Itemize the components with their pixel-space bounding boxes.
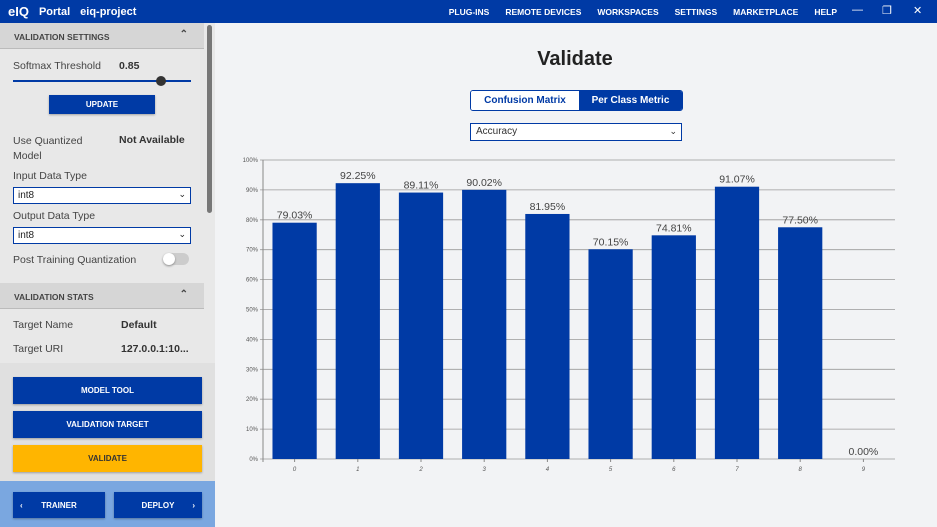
section-title: VALIDATION SETTINGS	[14, 32, 110, 42]
eiq-logo[interactable]: eIQ	[8, 4, 29, 19]
bar	[714, 186, 760, 460]
quantized-value: Not Available	[119, 134, 185, 146]
update-button[interactable]: UPDATE	[49, 95, 155, 114]
bar	[335, 183, 380, 460]
y-tick-label: 90%	[246, 188, 259, 194]
ptq-label: Post Training Quantization	[13, 254, 137, 266]
project-name[interactable]: eiq-project	[80, 5, 137, 18]
x-tick-label: 8	[799, 467, 803, 473]
nav-help[interactable]: HELP	[814, 6, 837, 17]
nav-settings[interactable]: SETTINGS	[674, 6, 718, 17]
bar	[588, 249, 633, 459]
y-tick-label: 50%	[246, 308, 259, 314]
slider-handle[interactable]	[156, 76, 166, 86]
data-label: 81.95%	[530, 201, 566, 213]
metric-select[interactable]: Accuracy ⌄	[470, 123, 682, 141]
validation-stats-header[interactable]: VALIDATION STATS ⌃	[0, 283, 204, 309]
chevron-up-icon[interactable]: ⌃	[179, 289, 188, 300]
softmax-slider[interactable]	[13, 80, 191, 82]
tab-confusion-matrix[interactable]: Confusion Matrix	[471, 91, 579, 110]
portal-link[interactable]: Portal	[38, 5, 71, 18]
data-label: 74.81%	[656, 222, 692, 234]
validation-target-button[interactable]: VALIDATION TARGET	[13, 411, 202, 438]
close-icon[interactable]: ✕	[913, 5, 923, 17]
restore-icon[interactable]: ❐	[882, 5, 892, 17]
target-uri-label: Target URI	[13, 343, 64, 355]
bar	[778, 227, 823, 459]
chevron-right-icon: ›	[192, 500, 195, 510]
button-label: DEPLOY	[141, 500, 175, 510]
chevron-down-icon: ⌄	[669, 126, 677, 136]
y-tick-label: 20%	[246, 397, 259, 403]
chevron-left-icon: ‹	[20, 500, 23, 510]
page-title: Validate	[537, 48, 613, 70]
nav-workspaces[interactable]: WORKSPACES	[597, 6, 659, 17]
data-label: 92.25%	[340, 170, 376, 182]
data-label: 70.15%	[593, 236, 629, 248]
model-tool-button[interactable]: MODEL TOOL	[13, 377, 202, 404]
minimize-icon[interactable]: —	[852, 4, 863, 16]
x-tick-label: 3	[483, 467, 487, 473]
data-label: 89.11%	[404, 180, 439, 192]
quantized-label: Use Quantized Model	[13, 135, 83, 162]
x-tick-label: 7	[735, 467, 739, 473]
ptq-toggle[interactable]	[163, 253, 189, 265]
input-type-select[interactable]: int8 ⌄	[13, 187, 191, 204]
y-tick-label: 30%	[246, 367, 259, 373]
y-tick-label: 10%	[246, 427, 259, 433]
nav-plugins[interactable]: PLUG-INS	[448, 6, 490, 17]
x-tick-label: 5	[609, 467, 613, 473]
chevron-down-icon: ⌄	[178, 189, 186, 199]
x-tick-label: 2	[418, 467, 423, 473]
data-label: 79.03%	[277, 210, 313, 222]
top-bar: eIQ Portal eiq-project PLUG-INS REMOTE D…	[0, 0, 937, 23]
y-tick-label: 80%	[246, 218, 259, 224]
data-label: 91.07%	[719, 174, 755, 186]
view-tabs: Confusion Matrix Per Class Metric	[470, 90, 683, 111]
button-label: TRAINER	[41, 500, 77, 510]
sidebar: VALIDATION SETTINGS ⌃ Softmax Threshold 0…	[0, 23, 215, 527]
target-uri-value: 127.0.0.1:10...	[121, 343, 189, 355]
output-type-label: Output Data Type	[13, 210, 96, 222]
data-label: 90.02%	[466, 177, 502, 189]
output-type-select[interactable]: int8 ⌄	[13, 227, 191, 244]
nav-remote-devices[interactable]: REMOTE DEVICES	[505, 6, 582, 17]
softmax-label: Softmax Threshold	[13, 60, 101, 72]
y-tick-label: 60%	[246, 278, 259, 284]
validate-button[interactable]: VALIDATE	[13, 445, 202, 472]
input-type-label: Input Data Type	[13, 170, 87, 182]
bar	[398, 192, 444, 459]
nav-marketplace[interactable]: MARKETPLACE	[733, 6, 799, 17]
tab-per-class-metric[interactable]: Per Class Metric	[579, 91, 682, 110]
bar	[651, 235, 696, 459]
bar	[272, 222, 317, 459]
validation-settings-header[interactable]: VALIDATION SETTINGS ⌃	[0, 23, 204, 49]
y-tick-label: 0%	[249, 457, 258, 463]
section-title: VALIDATION STATS	[14, 292, 94, 302]
bar	[462, 189, 507, 459]
y-tick-label: 40%	[246, 337, 259, 343]
x-tick-label: 4	[546, 467, 550, 473]
y-tick-label: 70%	[246, 248, 259, 254]
select-value: int8	[18, 190, 35, 201]
x-tick-label: 0	[293, 467, 297, 473]
data-label: 77.50%	[782, 214, 818, 226]
select-value: Accuracy	[476, 126, 518, 137]
chevron-up-icon[interactable]: ⌃	[179, 29, 188, 40]
x-tick-label: 1	[356, 467, 359, 473]
chevron-down-icon: ⌄	[178, 229, 186, 239]
bar	[525, 213, 570, 459]
select-value: int8	[18, 230, 35, 241]
deploy-button[interactable]: DEPLOY ›	[114, 492, 202, 518]
x-tick-label: 6	[672, 467, 676, 473]
data-label: 0.00%	[849, 446, 879, 458]
x-tick-label: 9	[862, 467, 866, 473]
sidebar-scrollbar[interactable]	[207, 25, 212, 213]
target-name-label: Target Name	[13, 319, 74, 331]
trainer-button[interactable]: ‹ TRAINER	[13, 492, 105, 518]
y-tick-label: 100%	[243, 158, 259, 164]
softmax-value: 0.85	[119, 60, 140, 72]
target-name-value: Default	[121, 319, 157, 331]
